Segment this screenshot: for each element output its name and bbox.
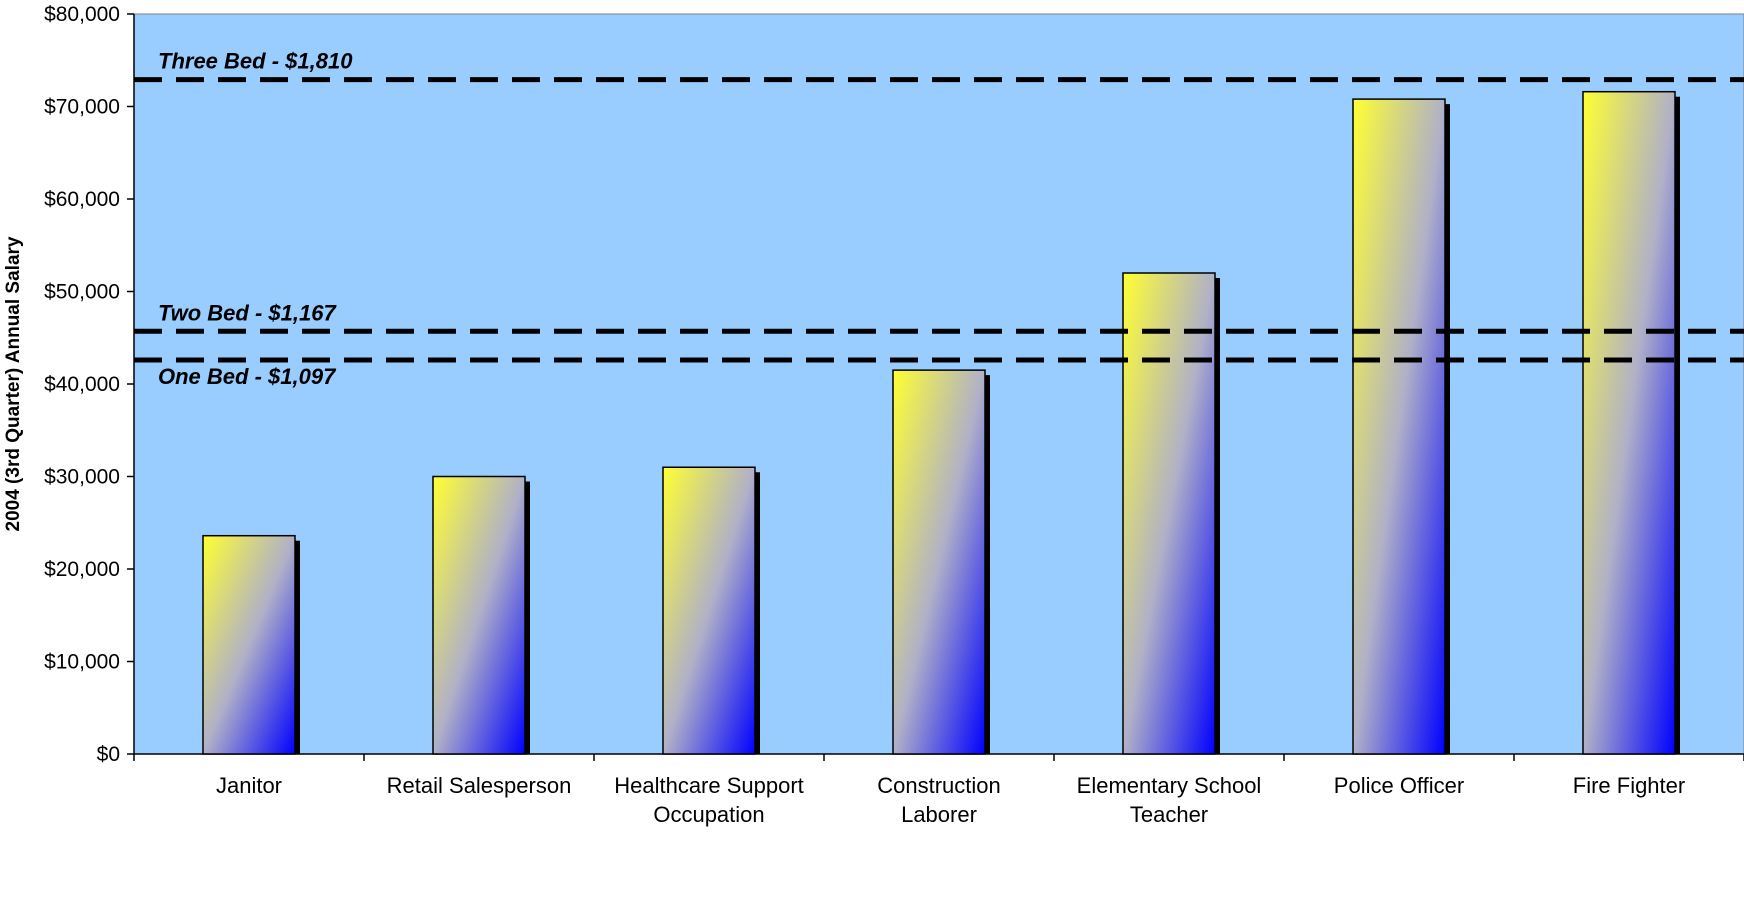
- y-tick-label: $10,000: [44, 651, 120, 674]
- y-tick-label: $70,000: [44, 96, 120, 119]
- bar-shadow: [755, 472, 760, 754]
- y-tick-label: $30,000: [44, 466, 120, 489]
- y-axis-title: 2004 (3rd Quarter) Annual Salary: [3, 236, 24, 531]
- x-category-label: Retail Salesperson: [387, 773, 572, 798]
- y-tick-label: $50,000: [44, 281, 120, 304]
- reference-line-label: Three Bed - $1,810: [158, 49, 353, 74]
- reference-line-label: Two Bed - $1,167: [158, 300, 337, 325]
- x-category-label: Occupation: [653, 802, 764, 827]
- bar: [202, 534, 296, 755]
- reference-line-label: One Bed - $1,097: [158, 364, 337, 389]
- bar: [1352, 98, 1446, 755]
- x-category-label: Janitor: [216, 773, 282, 798]
- bar: [892, 369, 986, 755]
- x-category-label: Healthcare Support: [614, 773, 804, 798]
- y-axis: $0 $10,000 $20,000 $30,000 $40,000 $50,000 $60…: [44, 3, 135, 766]
- bar-shadow: [1445, 104, 1450, 755]
- bar: [662, 466, 756, 755]
- x-category-label: Teacher: [1130, 802, 1208, 827]
- y-tick-label: $40,000: [44, 373, 120, 396]
- bar: [432, 475, 526, 755]
- bar-shadow: [985, 375, 990, 754]
- x-category-label: Elementary School: [1077, 773, 1262, 798]
- y-tick-label: $20,000: [44, 558, 120, 581]
- bar-shadow: [295, 540, 300, 754]
- bars-group: [202, 90, 1680, 755]
- x-category-label: Laborer: [901, 802, 977, 827]
- bar-shadow: [525, 481, 530, 754]
- x-category-label: Construction: [877, 773, 1001, 798]
- x-category-label: Fire Fighter: [1573, 773, 1685, 798]
- reference-lines-group: Three Bed - $1,810 Two Bed - $1,167 One Be…: [134, 49, 1744, 389]
- bar: [1122, 272, 1216, 755]
- bar: [1582, 90, 1676, 755]
- x-axis: Janitor Retail Salesperson Healthcare Supp…: [133, 753, 1744, 827]
- y-tick-label: $0: [97, 743, 120, 766]
- x-category-label: Police Officer: [1334, 773, 1464, 798]
- y-tick-label: $60,000: [44, 188, 120, 211]
- bar-shadow: [1675, 96, 1680, 754]
- bar-shadow: [1215, 278, 1220, 754]
- y-tick-label: $80,000: [44, 3, 120, 26]
